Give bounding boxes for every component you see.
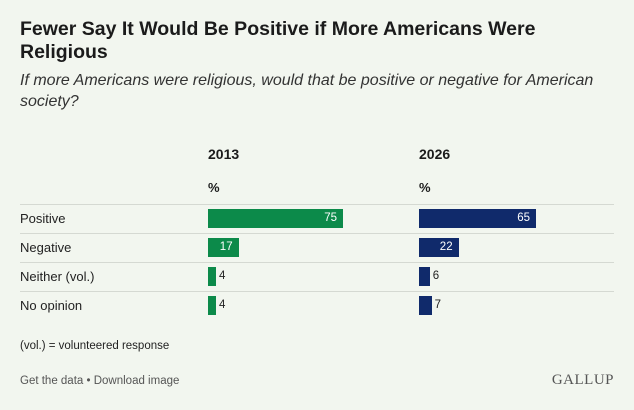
chart-subtitle: If more Americans were religious, would … bbox=[20, 72, 594, 110]
bar-2013-negative bbox=[208, 238, 239, 257]
bar-value-label: 6 bbox=[432, 270, 440, 282]
download-image-link[interactable]: Download image bbox=[93, 375, 180, 387]
unit-label-2026: % bbox=[419, 180, 431, 195]
bar-2026-positive bbox=[419, 209, 536, 228]
bar-value-label: 4 bbox=[219, 270, 226, 282]
bar-value-label: 17 bbox=[219, 241, 233, 253]
bar-2013-positive bbox=[208, 209, 343, 228]
row-label: Negative bbox=[20, 240, 72, 255]
bar-value-label: 65 bbox=[517, 212, 530, 224]
column-header-2013: 2013 bbox=[208, 146, 240, 162]
bar-value-label: 7 bbox=[434, 299, 441, 311]
row-label: No opinion bbox=[20, 298, 83, 313]
footnote: (vol.) = volunteered response bbox=[20, 340, 170, 352]
bar-value-label: 4 bbox=[219, 299, 226, 311]
unit-label-2013: % bbox=[208, 180, 220, 195]
bar-2026-negative bbox=[419, 238, 459, 257]
bar-value-label: 75 bbox=[324, 212, 337, 224]
bar-2026-neither-vol bbox=[419, 267, 430, 286]
bar-2013-neither-vol bbox=[208, 267, 216, 286]
row-separator bbox=[20, 204, 614, 205]
get-data-link[interactable]: Get the data bbox=[20, 375, 84, 387]
footer-separator: • bbox=[83, 375, 94, 387]
bar-2013-no-opinion bbox=[208, 296, 216, 315]
chart-title: Fewer Say It Would Be Positive if More A… bbox=[20, 18, 536, 63]
bar-value-label: 22 bbox=[439, 241, 453, 253]
row-separator bbox=[20, 233, 614, 234]
bar-2026-no-opinion bbox=[419, 296, 432, 315]
row-separator bbox=[20, 262, 614, 263]
footer-links: Get the data • Download image bbox=[20, 375, 179, 387]
row-separator bbox=[20, 291, 614, 292]
gallup-logo: GALLUP bbox=[551, 372, 614, 388]
row-label: Positive bbox=[20, 211, 66, 226]
row-label: Neither (vol.) bbox=[20, 269, 95, 284]
column-header-2026: 2026 bbox=[419, 146, 451, 162]
